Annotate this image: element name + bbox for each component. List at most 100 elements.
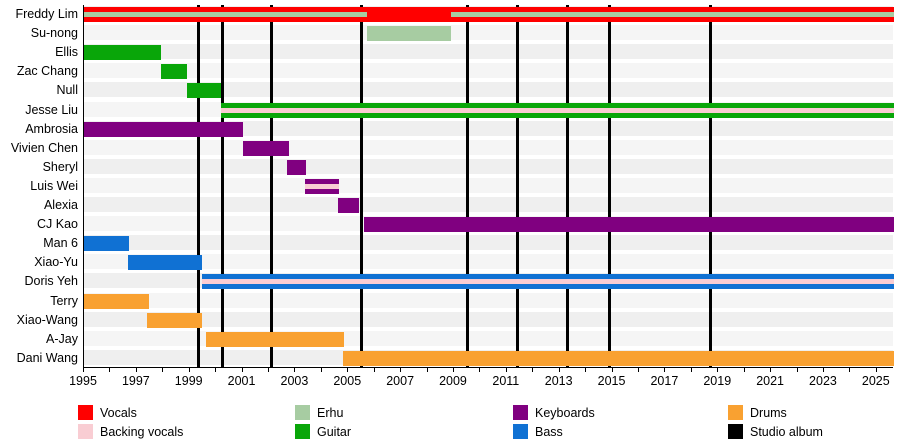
legend-label: Erhu (317, 406, 344, 420)
year-tick-label: 2005 (333, 374, 362, 388)
membership-bar-drums (205, 331, 345, 347)
year-tick-label: 2017 (650, 374, 679, 388)
membership-bar-drums (84, 293, 149, 309)
row-background (84, 63, 893, 79)
row-background (84, 235, 893, 251)
year-tick (400, 368, 402, 372)
year-tick (849, 368, 851, 372)
membership-bar-keyboards (84, 121, 243, 137)
studio-album-line (270, 5, 274, 367)
studio-album-line (708, 5, 712, 367)
secondary-role-stripe-erhu (84, 12, 367, 17)
member-name-label: Ellis (55, 45, 78, 60)
year-tick (452, 368, 454, 372)
year-tick (479, 368, 481, 372)
year-tick (743, 368, 745, 372)
membership-bar-bass (84, 236, 129, 252)
row-background (84, 158, 893, 174)
year-tick-label: 2001 (227, 374, 256, 388)
membership-bar-keyboards (287, 159, 306, 175)
studio-album-line (515, 5, 519, 367)
legend-label: Vocals (100, 406, 137, 420)
member-name-label: Ambrosia (25, 121, 78, 136)
member-name-label: Man 6 (43, 236, 78, 251)
legend-swatch-studio_album (728, 424, 743, 439)
legend-swatch-guitar (295, 424, 310, 439)
member-name-label: Null (56, 83, 78, 98)
legend-label: Drums (750, 406, 787, 420)
row-background (84, 25, 893, 41)
year-tick (717, 368, 719, 372)
year-tick (532, 368, 534, 372)
row-background (84, 82, 893, 98)
row-background (84, 120, 893, 136)
membership-bar-guitar (160, 64, 188, 80)
year-tick (585, 368, 587, 372)
secondary-role-stripe-backing_vocals (221, 107, 894, 113)
legend-label: Keyboards (535, 406, 595, 420)
year-tick (822, 368, 824, 372)
year-tick (162, 368, 164, 372)
secondary-role-stripe-erhu (451, 12, 894, 17)
row-background (84, 197, 893, 213)
member-name-label: Luis Wei (30, 178, 78, 193)
year-tick (215, 368, 217, 372)
legend-swatch-erhu (295, 405, 310, 420)
year-tick (505, 368, 507, 372)
member-name-label: Alexia (43, 198, 78, 213)
year-tick (690, 368, 692, 372)
year-tick (320, 368, 322, 372)
legend-label: Backing vocals (100, 425, 184, 439)
membership-bar-guitar (84, 45, 161, 61)
year-tick-label: 1995 (69, 374, 97, 388)
timeline-plot-area (83, 5, 894, 368)
studio-album-line (566, 5, 570, 367)
year-tick (664, 368, 666, 372)
year-tick (241, 368, 243, 372)
year-tick-label: 2003 (280, 374, 309, 388)
legend-label: Bass (535, 425, 563, 439)
member-name-label: A-Jay (46, 331, 78, 346)
membership-bar-keyboards (242, 140, 289, 156)
year-tick (267, 368, 269, 372)
year-tick (611, 368, 613, 372)
row-background (84, 292, 893, 308)
year-tick-label: 1997 (121, 374, 150, 388)
member-name-label: Doris Yeh (24, 274, 78, 289)
secondary-role-stripe-backing_vocals (201, 279, 894, 285)
year-tick (294, 368, 296, 372)
year-tick (373, 368, 375, 372)
membership-bar-drums (342, 350, 894, 366)
year-tick (796, 368, 798, 372)
membership-bar-drums (147, 312, 202, 328)
legend-label: Guitar (317, 425, 352, 439)
legend-swatch-drums (728, 405, 743, 420)
year-tick (135, 368, 137, 372)
member-name-label: Vivien Chen (10, 140, 78, 155)
secondary-role-stripe-backing_vocals (304, 183, 339, 189)
row-background (84, 254, 893, 270)
year-tick-label: 2019 (703, 374, 732, 388)
year-tick-label: 2009 (439, 374, 467, 388)
row-background (84, 44, 893, 60)
member-name-label: CJ Kao (37, 217, 78, 232)
year-tick (188, 368, 190, 372)
year-tick (426, 368, 428, 372)
year-tick (770, 368, 772, 372)
studio-album-line (359, 5, 363, 367)
row-background (84, 311, 893, 327)
year-tick-label: 2023 (809, 374, 837, 388)
legend-swatch-backing_vocals (78, 424, 93, 439)
studio-album-line (221, 5, 225, 367)
year-tick (347, 368, 349, 372)
year-tick (558, 368, 560, 372)
year-tick-label: 2015 (597, 374, 626, 388)
membership-bar-guitar (187, 83, 222, 99)
member-name-label: Dani Wang (16, 350, 78, 365)
year-tick-label: 2021 (756, 374, 785, 388)
membership-bar-bass (127, 255, 202, 271)
member-name-label: Xiao-Wang (16, 312, 78, 327)
member-name-label: Zac Chang (16, 64, 78, 79)
year-tick-label: 2011 (492, 374, 520, 388)
